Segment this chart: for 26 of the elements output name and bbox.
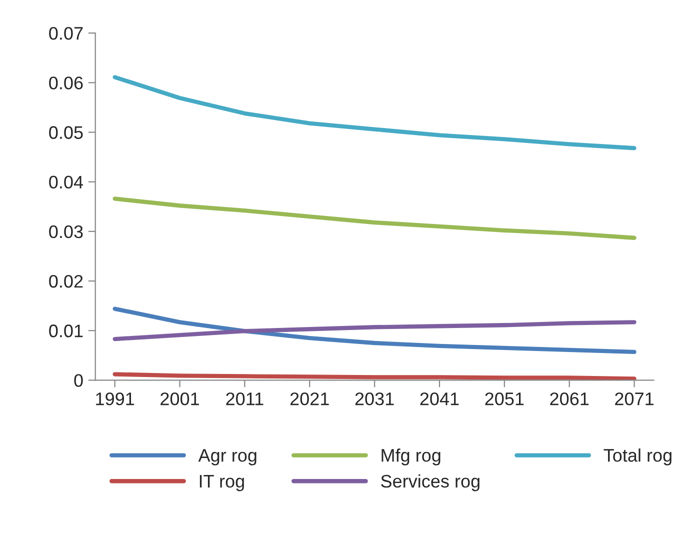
x-tick-label: 2021 <box>290 392 329 406</box>
x-tick-label: 2071 <box>615 392 654 406</box>
legend-label: IT rog <box>200 475 244 492</box>
x-tick-label: 2031 <box>355 392 394 406</box>
legend-label: Agr rog <box>198 449 256 466</box>
x-tick-label: 2051 <box>485 392 524 406</box>
line-series <box>112 196 636 240</box>
y-tick-label: 0 <box>74 374 83 387</box>
legend-label: Total rog <box>604 448 672 466</box>
x-tick-label: 2011 <box>226 392 264 406</box>
line-series <box>112 306 636 354</box>
x-tick-label: 1991 <box>96 392 134 406</box>
x-tick-label: 2041 <box>420 392 459 406</box>
y-tick-label: 0.01 <box>49 324 83 338</box>
y-tick-label: 0.05 <box>49 126 83 139</box>
line-series <box>112 75 636 150</box>
y-tick-label: 0.07 <box>49 26 83 40</box>
x-tick-label: 2061 <box>550 392 589 406</box>
y-tick-label: 0.04 <box>49 176 84 189</box>
line-series <box>112 320 636 342</box>
legend-label: Services rog <box>381 474 480 492</box>
x-tick-label: 2001 <box>160 392 199 406</box>
y-tick-label: 0.03 <box>49 225 83 238</box>
y-tick-label: 0.06 <box>49 76 83 90</box>
y-tick-label: 0.02 <box>49 274 83 288</box>
legend-label: Mfg rog <box>382 448 440 466</box>
